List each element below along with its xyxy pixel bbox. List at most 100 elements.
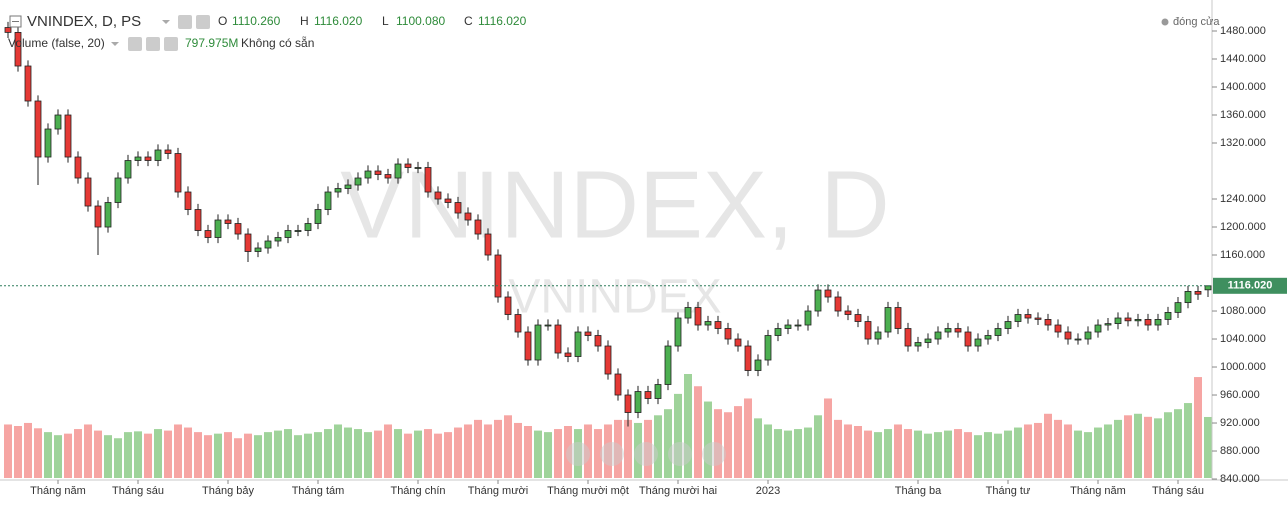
volume-bar — [4, 424, 12, 478]
candle-body — [814, 289, 822, 312]
volume-bar — [1044, 413, 1052, 478]
volume-bar — [274, 430, 282, 478]
candle-body — [184, 191, 192, 210]
x-tick-label: Tháng mười — [468, 485, 528, 497]
volume-bar — [864, 430, 872, 478]
volume-bar — [804, 427, 812, 478]
candle-body — [264, 240, 272, 249]
eye-icon[interactable] — [178, 15, 192, 29]
volume-bar — [244, 433, 252, 478]
candle-body — [394, 163, 402, 179]
volume-bar — [184, 427, 192, 478]
candle-body — [324, 191, 332, 210]
volume-bar — [174, 424, 182, 478]
candle-body — [984, 335, 992, 340]
candle-body — [304, 223, 312, 231]
candle-body — [414, 167, 422, 169]
volume-bar — [594, 429, 602, 478]
ohlc-name: O — [218, 14, 227, 28]
x-tick-label: 2023 — [756, 485, 780, 497]
volume-bar — [994, 433, 1002, 478]
volume-bar — [464, 424, 472, 478]
volume-bar — [654, 415, 662, 478]
candle-body — [1044, 319, 1052, 326]
volume-bar — [124, 432, 132, 478]
ohlc-value: 1116.020 — [314, 14, 363, 28]
candle-body — [954, 328, 962, 333]
candle-body — [134, 156, 142, 161]
volume-bar — [354, 429, 362, 478]
volume-bar — [554, 429, 562, 478]
zoom-out[interactable] — [600, 442, 624, 466]
volume-bar — [744, 398, 752, 478]
volume-bar — [384, 424, 392, 478]
volume-bar — [674, 393, 682, 478]
candle-body — [124, 160, 132, 179]
y-tick-label: 960.000 — [1220, 389, 1260, 401]
volume-bar — [344, 427, 352, 478]
candle-body — [614, 373, 622, 396]
y-tick-label: 880.000 — [1220, 445, 1260, 457]
volume-bar — [944, 430, 952, 478]
y-tick-label: 1440.000 — [1220, 53, 1266, 65]
zoom-in[interactable] — [668, 442, 692, 466]
volume-bar — [974, 435, 982, 478]
reset[interactable] — [634, 442, 658, 466]
x-tick-label: Tháng mười một — [547, 485, 629, 497]
volume-bar — [454, 427, 462, 478]
volume-bar — [1054, 419, 1062, 478]
y-tick-label: 1240.000 — [1220, 193, 1266, 205]
collapse-icon[interactable] — [9, 15, 22, 28]
nav-left[interactable] — [566, 442, 590, 466]
volume-bar — [424, 429, 432, 478]
x-tick-label: Tháng sáu — [1152, 485, 1204, 497]
y-tick-label: 1160.000 — [1220, 249, 1265, 261]
remove-icon[interactable] — [164, 37, 178, 51]
volume-bar — [104, 435, 112, 478]
candle-body — [1114, 317, 1122, 325]
x-tick-label: Tháng chín — [390, 485, 445, 497]
x-tick-label: Tháng bảy — [202, 485, 254, 497]
candle-body — [1034, 317, 1042, 320]
candle-body — [174, 153, 182, 193]
nav-right[interactable] — [702, 442, 726, 466]
candle-body — [594, 335, 602, 347]
volume-bar — [134, 431, 142, 478]
eye-icon[interactable] — [128, 37, 142, 51]
volume-bar — [934, 432, 942, 478]
y-tick-label: 1480.000 — [1220, 25, 1266, 37]
last-price-box — [1213, 277, 1287, 294]
settings-icon[interactable] — [196, 15, 210, 29]
plot-area — [0, 21, 1212, 478]
volume-bar — [774, 429, 782, 478]
candle-body — [584, 331, 592, 336]
y-tick-label: 1320.000 — [1220, 137, 1266, 149]
candle-body — [1104, 323, 1112, 326]
candle-body — [724, 328, 732, 340]
candle-body — [994, 328, 1002, 336]
candle-body — [794, 324, 802, 327]
ohlc-value: 1110.260 — [232, 14, 281, 28]
watermark-group: VNINDEX, D VNINDEX — [340, 151, 889, 323]
volume-bar — [754, 418, 762, 478]
volume-bar — [394, 429, 402, 478]
candle-body — [914, 342, 922, 347]
candle-body — [1204, 285, 1212, 291]
volume-bar — [874, 432, 882, 478]
dropdown-icon[interactable] — [162, 20, 170, 24]
volume-bar — [444, 432, 452, 478]
candle-body — [804, 310, 812, 326]
candle-body — [1154, 319, 1162, 326]
candle-body — [744, 345, 752, 371]
volume-bar — [164, 430, 172, 478]
dropdown-icon[interactable] — [111, 42, 119, 46]
volume-bar — [544, 432, 552, 478]
volume-bar — [964, 432, 972, 478]
volume-bar — [304, 433, 312, 478]
settings-icon[interactable] — [146, 37, 160, 51]
candle-body — [1174, 302, 1182, 313]
ohlc-value: 1100.080 — [396, 14, 445, 28]
volume-bar — [364, 432, 372, 478]
y-tick-label: 1400.000 — [1220, 81, 1266, 93]
candle-body — [204, 230, 212, 238]
